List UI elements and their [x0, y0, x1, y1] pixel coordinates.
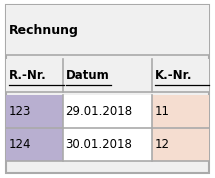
FancyBboxPatch shape [152, 95, 209, 128]
FancyBboxPatch shape [6, 5, 209, 55]
FancyBboxPatch shape [6, 128, 63, 161]
Text: 12: 12 [155, 138, 170, 151]
Text: 29.01.2018: 29.01.2018 [66, 105, 133, 118]
Text: 11: 11 [155, 105, 170, 118]
Text: Rechnung: Rechnung [9, 24, 79, 37]
Text: 124: 124 [9, 138, 32, 151]
FancyBboxPatch shape [63, 128, 152, 161]
FancyBboxPatch shape [6, 5, 209, 173]
FancyBboxPatch shape [6, 95, 63, 128]
Text: R.-Nr.: R.-Nr. [9, 69, 47, 82]
FancyBboxPatch shape [63, 95, 152, 128]
Text: K.-Nr.: K.-Nr. [155, 69, 192, 82]
Text: 123: 123 [9, 105, 31, 118]
FancyBboxPatch shape [152, 128, 209, 161]
Text: Datum: Datum [66, 69, 109, 82]
Text: 30.01.2018: 30.01.2018 [66, 138, 132, 151]
FancyBboxPatch shape [6, 59, 209, 92]
